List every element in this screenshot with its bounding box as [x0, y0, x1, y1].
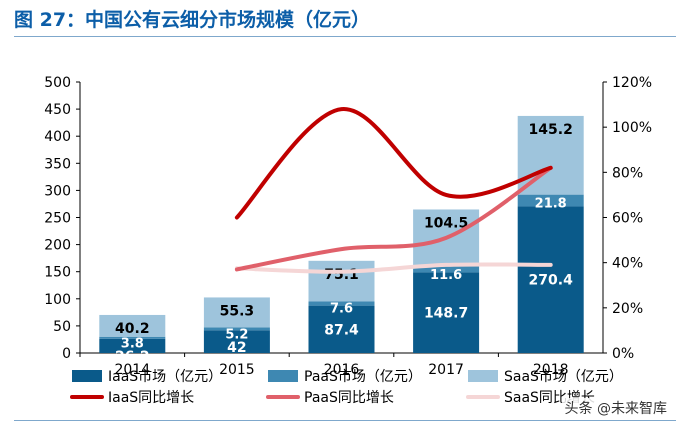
paas-growth-line — [234, 165, 553, 272]
paas-bar — [308, 301, 375, 306]
iaas-data-label: 270.4 — [529, 273, 574, 289]
saas-data-label: 55.3 — [220, 303, 255, 319]
iaas-bar — [99, 338, 166, 353]
paas-bar — [413, 266, 480, 273]
legend-iaas-bar-label: IaaS市场（亿元） — [108, 368, 222, 385]
paas-data-label: 21.8 — [535, 197, 567, 212]
iaas-data-label: 87.4 — [324, 322, 359, 338]
saas-data-label: 40.2 — [115, 321, 150, 337]
left-tick-label: 400 — [44, 129, 71, 145]
left-tick-label: 450 — [44, 102, 71, 118]
saas-growth-line — [234, 262, 553, 274]
left-tick-label: 50 — [53, 319, 71, 335]
legend-paas-growth-label: PaaS同比增长 — [304, 390, 394, 406]
legend-saas-bar-swatch — [468, 370, 498, 382]
left-tick-label: 500 — [44, 75, 71, 91]
iaas-data-label: 148.7 — [424, 306, 468, 322]
paas-data-label: 7.6 — [330, 302, 353, 317]
title-divider — [14, 36, 676, 37]
saas-data-label: 104.5 — [424, 215, 468, 231]
saas-bar — [203, 297, 270, 328]
brand-watermark: 头条 @未来智库 — [560, 398, 671, 418]
left-tick-label: 100 — [44, 292, 71, 308]
left-tick-label: 150 — [44, 265, 71, 281]
x-tick-label: 2016 — [324, 362, 360, 378]
right-tick-label: 60% — [612, 211, 643, 227]
left-tick-label: 250 — [44, 211, 71, 227]
x-tick-label: 2014 — [114, 362, 150, 378]
saas-bar — [517, 115, 584, 195]
left-tick-label: 0 — [62, 346, 71, 362]
left-tick-label: 350 — [44, 156, 71, 172]
right-tick-label: 0% — [612, 346, 634, 362]
paas-data-label: 5.2 — [225, 327, 248, 342]
right-tick-label: 100% — [612, 120, 652, 136]
saas-bar — [99, 314, 166, 337]
x-tick-label: 2015 — [219, 362, 255, 378]
iaas-bar — [517, 206, 584, 353]
legend-iaas-growth-label: IaaS同比增长 — [108, 390, 194, 406]
saas-data-label: 145.2 — [529, 122, 573, 138]
iaas-data-label: 26.2 — [115, 349, 150, 365]
right-tick-label: 80% — [612, 165, 643, 181]
paas-bar — [203, 327, 270, 331]
saas-bar — [308, 260, 375, 302]
right-tick-label: 20% — [612, 301, 643, 317]
iaas-bar — [203, 330, 270, 353]
chart-title: 图 27：中国公有云细分市场规模（亿元） — [14, 9, 371, 31]
x-tick-label: 2017 — [428, 362, 464, 378]
x-tick-label: 2018 — [533, 362, 569, 378]
paas-data-label: 11.6 — [430, 268, 462, 283]
paas-bar — [517, 194, 584, 207]
footer-divider — [14, 420, 676, 421]
iaas-data-label: 42 — [227, 340, 246, 356]
legend-saas-bar-label: SaaS市场（亿元） — [504, 368, 623, 385]
right-tick-label: 40% — [612, 256, 643, 272]
iaas-growth-line — [234, 107, 553, 220]
legend-iaas-bar-swatch — [72, 370, 102, 382]
iaas-bar — [308, 305, 375, 353]
paas-data-label: 3.8 — [121, 337, 144, 352]
paas-bar — [99, 336, 166, 339]
saas-data-label: 75.1 — [324, 267, 359, 283]
left-tick-label: 200 — [44, 238, 71, 254]
iaas-bar — [413, 272, 480, 353]
legend-paas-bar-swatch — [268, 370, 298, 382]
right-tick-label: 120% — [612, 75, 652, 91]
legend-paas-bar-label: PaaS市场（亿元） — [304, 368, 422, 385]
left-tick-label: 300 — [44, 183, 71, 199]
